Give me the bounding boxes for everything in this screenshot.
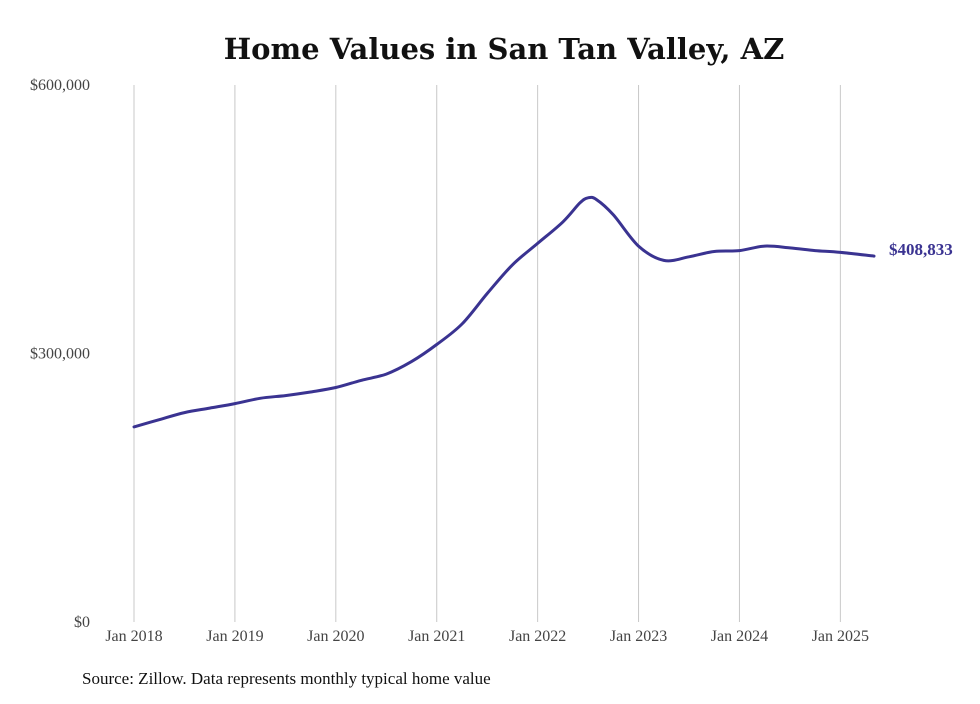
end-value-label: $408,833 xyxy=(889,240,953,259)
x-tick-label: Jan 2025 xyxy=(812,628,869,645)
x-tick-label: Jan 2022 xyxy=(509,628,566,645)
x-tick-label: Jan 2023 xyxy=(610,628,667,645)
x-tick-label: Jan 2019 xyxy=(206,628,263,645)
y-tick-label: $300,000 xyxy=(30,346,90,363)
y-tick-label: $0 xyxy=(74,614,90,631)
y-tick-label: $600,000 xyxy=(30,77,90,94)
y-axis-ticks: $0 $300,000 $600,000 xyxy=(30,77,90,631)
x-tick-label: Jan 2020 xyxy=(307,628,364,645)
x-tick-label: Jan 2018 xyxy=(105,628,162,645)
x-tick-label: Jan 2021 xyxy=(408,628,465,645)
series-line xyxy=(132,195,876,429)
x-axis-ticks: Jan 2018 Jan 2019 Jan 2020 Jan 2021 Jan 2022… xyxy=(105,628,869,645)
x-tick-label: Jan 2024 xyxy=(711,628,768,645)
chart-title: Home Values in San Tan Valley, AZ xyxy=(224,32,785,66)
gridlines xyxy=(133,85,841,622)
series-layer: $408,833 xyxy=(132,195,953,429)
source-note: Source: Zillow. Data represents monthly … xyxy=(82,669,491,688)
